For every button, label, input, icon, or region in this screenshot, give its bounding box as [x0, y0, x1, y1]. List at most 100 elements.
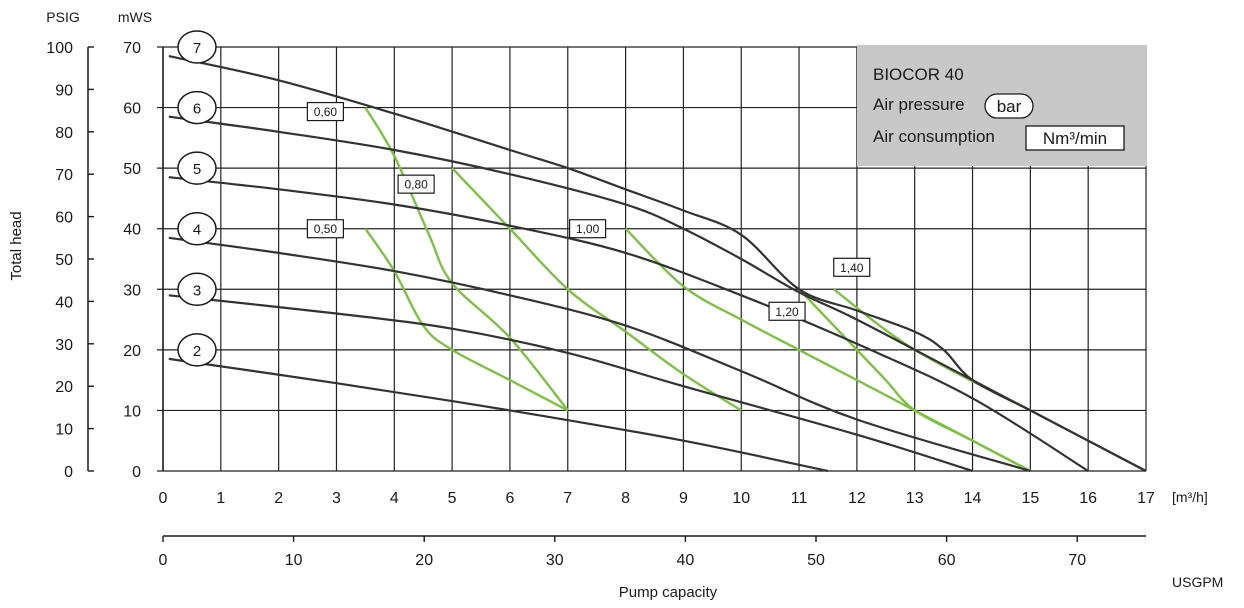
air-pressure-curve-7: [168, 55, 1147, 472]
y-axis-title: Total head: [8, 211, 25, 280]
m3h-tick-label: 14: [964, 490, 982, 507]
m3h-tick-label: 4: [390, 490, 399, 507]
air-consumption-marker-0-60: 0,60: [306, 101, 344, 122]
mws-tick-label: 50: [123, 161, 141, 178]
air-consumption-marker-box: [306, 101, 344, 122]
air-pressure-marker-circle: [177, 90, 217, 125]
air-consumption-unit: Nm³/min: [1043, 129, 1107, 148]
m3h-tick-label: 12: [848, 490, 866, 507]
m3h-tick-label: 10: [732, 490, 750, 507]
mws-tick-label: 10: [123, 403, 141, 420]
psig-tick-label: 80: [55, 125, 73, 142]
m3h-tick-label: 11: [791, 490, 808, 507]
air-consumption-curve-0-50: [364, 228, 569, 412]
axes: 010203040506070mWS0102030405060708090100…: [46, 9, 1223, 590]
psig-tick-label: 90: [55, 82, 73, 99]
mws-tick-label: 40: [123, 222, 141, 239]
air-consumption-marker-text: 1,20: [775, 305, 799, 319]
info-box: BIOCOR 40 Air pressure bar Air consumpti…: [857, 45, 1147, 166]
air-pressure-marker-text: 7: [193, 40, 201, 57]
m3h-tick-label: 8: [621, 490, 630, 507]
psig-tick-label: 0: [64, 464, 73, 481]
air-consumption-marker-0-50: 0,50: [306, 219, 344, 239]
air-pressure-marker-text: 4: [193, 222, 201, 239]
air-consumption-marker-1-40: 1,40: [833, 257, 871, 277]
air-pressure-marker-text: 3: [193, 282, 201, 299]
mws-tick-label: 30: [123, 282, 141, 299]
mws-tick-label: 60: [123, 101, 141, 118]
m3h-tick-label: 0: [159, 490, 168, 507]
air-consumption-marker-1-00: 1,00: [568, 219, 607, 239]
air-pressure-unit: bar: [997, 97, 1022, 116]
usgpm-tick-label: 0: [159, 552, 168, 569]
air-consumption-marker-box: [568, 219, 607, 239]
curve-labels: 2 3 4 5 6 7 0,50 0,60 0,80 1,00 1,20 1,40: [177, 30, 871, 367]
air-pressure-marker-5: 5: [177, 151, 217, 185]
usgpm-tick-label: 40: [677, 552, 695, 569]
mws-tick-label: 20: [123, 343, 141, 360]
psig-tick-label: 60: [55, 210, 73, 227]
air-pressure-curve-2: [168, 357, 829, 473]
air-pressure-marker-circle: [177, 151, 217, 185]
air-consumption-marker-box: [306, 219, 344, 239]
usgpm-tick-label: 60: [938, 552, 956, 569]
air-pressure-marker-circle: [177, 211, 217, 246]
psig-tick-label: 10: [55, 422, 73, 439]
air-pressure-label: Air pressure: [873, 95, 965, 114]
psig-tick-label: 100: [46, 40, 73, 57]
air-consumption-curve-0-60: [364, 106, 569, 412]
air-pressure-marker-4: 4: [177, 211, 217, 246]
air-pressure-curve-5: [168, 176, 1089, 472]
air-consumption-marker-box: [768, 301, 806, 321]
usgpm-tick-label: 10: [285, 552, 303, 569]
psig-tick-label: 50: [55, 252, 73, 269]
air-pressure-unit-oval: [984, 93, 1034, 119]
m3h-tick-label: 3: [332, 490, 341, 507]
usgpm-tick-label: 70: [1068, 552, 1086, 569]
m3h-tick-label: 17: [1137, 490, 1155, 507]
air-pressure-marker-7: 7: [177, 30, 217, 64]
data-curves: [168, 55, 1147, 473]
mws-tick-label: 70: [123, 40, 141, 57]
psig-tick-label: 20: [55, 379, 73, 396]
air-consumption-marker-text: 1,00: [576, 222, 600, 236]
usgpm-tick-label: 20: [415, 552, 433, 569]
air-consumption-marker-box: [833, 257, 871, 277]
air-pressure-curve-3: [168, 294, 973, 473]
psig-tick-label: 70: [55, 167, 73, 184]
usgpm-tick-label: 50: [807, 552, 825, 569]
air-consumption-marker-text: 0,80: [404, 178, 428, 192]
mws-tick-label: 0: [132, 464, 141, 481]
air-consumption-marker-box: [397, 174, 435, 194]
mws-unit-label: mWS: [118, 9, 152, 25]
air-consumption-curve-0-80: [451, 167, 742, 412]
m3h-tick-label: 13: [906, 490, 924, 507]
info-title: BIOCOR 40: [873, 65, 964, 84]
m3h-tick-label: 6: [505, 490, 514, 507]
air-consumption-marker-text: 1,40: [840, 261, 864, 275]
m3h-tick-label: 15: [1021, 490, 1039, 507]
m3h-tick-label: 5: [448, 490, 457, 507]
air-pressure-marker-text: 2: [193, 343, 201, 360]
air-consumption-marker-0-80: 0,80: [397, 174, 435, 194]
air-pressure-marker-circle: [177, 333, 217, 367]
m3h-tick-label: 7: [563, 490, 572, 507]
x-axis-title: Pump capacity: [619, 584, 718, 601]
m3h-tick-label: 2: [274, 490, 283, 507]
psig-unit-label: PSIG: [46, 9, 79, 25]
air-pressure-marker-circle: [177, 272, 217, 307]
usgpm-unit-label: USGPM: [1172, 574, 1223, 590]
air-consumption-unit-box: [1025, 125, 1125, 151]
m3h-tick-label: 1: [216, 490, 225, 507]
air-pressure-marker-text: 6: [193, 101, 201, 118]
psig-tick-label: 40: [55, 294, 73, 311]
air-pressure-marker-circle: [177, 30, 217, 64]
air-consumption-marker-text: 0,60: [314, 105, 338, 119]
psig-tick-label: 30: [55, 337, 73, 354]
air-consumption-marker-1-20: 1,20: [768, 301, 806, 321]
air-consumption-marker-text: 0,50: [314, 222, 338, 236]
air-pressure-marker-3: 3: [177, 272, 217, 307]
m3h-unit-label: [m³/h]: [1172, 489, 1208, 505]
air-pressure-curve-4: [168, 236, 1031, 473]
